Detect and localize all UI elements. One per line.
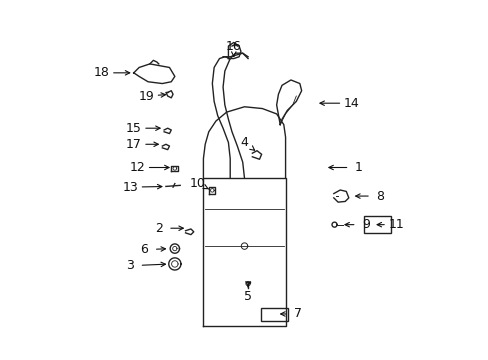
Text: 10: 10 xyxy=(190,177,205,190)
Text: 15: 15 xyxy=(125,122,142,135)
Text: 7: 7 xyxy=(293,307,302,320)
Text: 16: 16 xyxy=(225,40,241,53)
Text: 18: 18 xyxy=(94,66,109,79)
Text: 6: 6 xyxy=(140,243,148,256)
Text: 13: 13 xyxy=(122,181,138,194)
Text: 11: 11 xyxy=(387,218,404,231)
Text: 3: 3 xyxy=(126,259,134,272)
Text: 17: 17 xyxy=(125,138,142,151)
Text: 14: 14 xyxy=(343,97,359,110)
Text: 5: 5 xyxy=(244,289,251,303)
Text: 19: 19 xyxy=(138,90,154,103)
Text: 2: 2 xyxy=(155,222,163,235)
Text: 9: 9 xyxy=(361,218,369,231)
Text: 4: 4 xyxy=(240,136,248,149)
Text: 1: 1 xyxy=(354,161,362,174)
Text: 8: 8 xyxy=(375,190,384,203)
Text: 12: 12 xyxy=(129,161,145,174)
